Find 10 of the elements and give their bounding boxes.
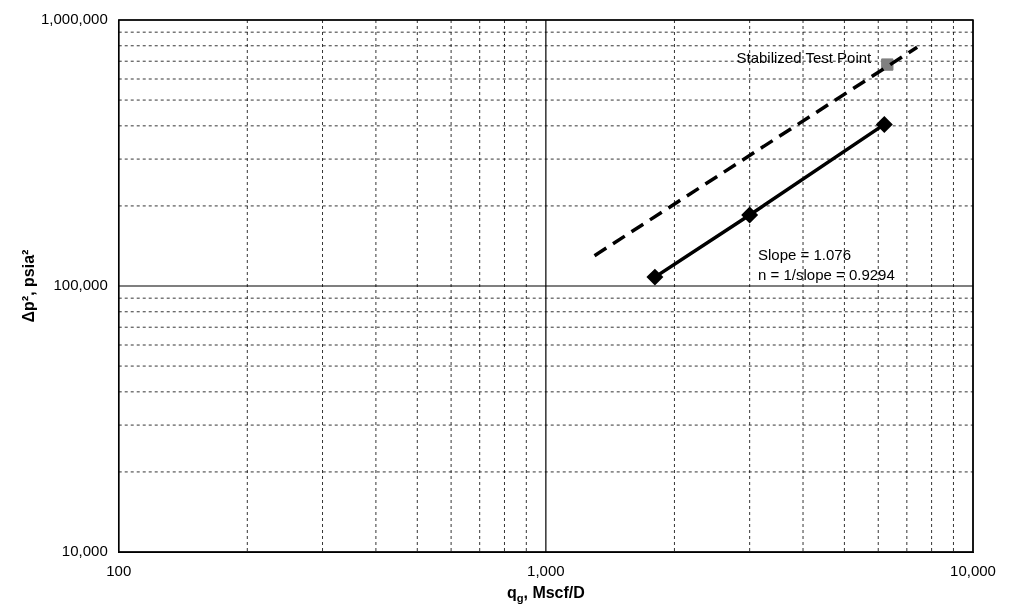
y-tick-label: 100,000	[53, 276, 108, 294]
annotation: n = 1/slope = 0.9294	[758, 265, 895, 283]
x-tick-label: 1,000	[527, 562, 565, 580]
y-tick-label: 1,000,000	[41, 10, 108, 28]
annotation: Slope = 1.076	[758, 245, 852, 263]
x-tick-label: 10,000	[950, 562, 996, 580]
annotation: Stabilized Test Point	[736, 48, 873, 66]
y-axis-title: Δp², psia²	[20, 249, 38, 323]
y-tick-label: 10,000	[61, 542, 108, 560]
x-tick-label: 100	[106, 562, 132, 580]
